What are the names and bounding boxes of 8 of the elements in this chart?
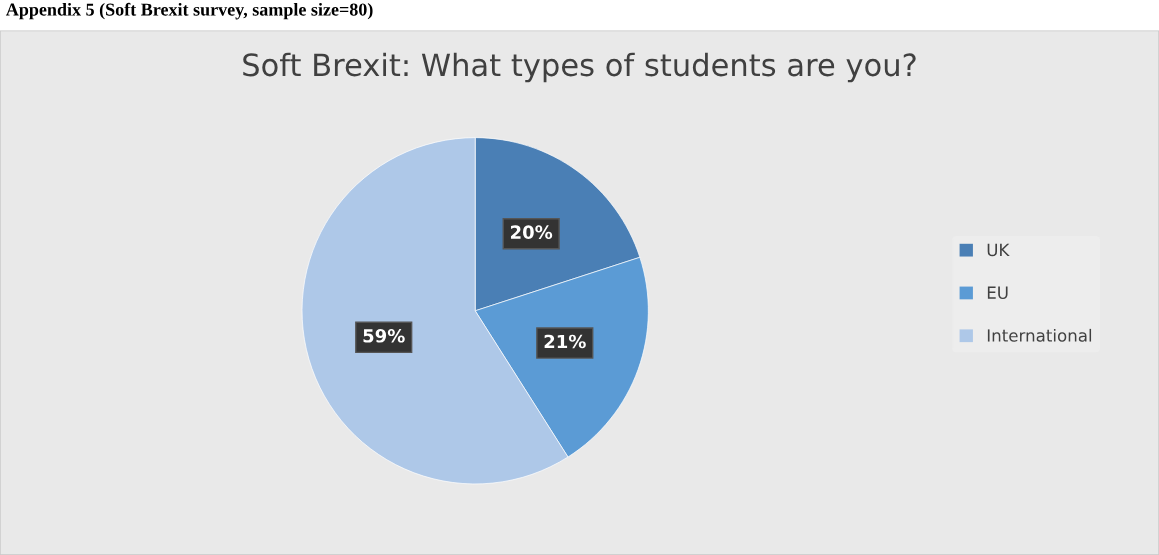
- data-label: 20%: [510, 225, 553, 239]
- data-label: 59%: [363, 328, 405, 343]
- text: Appendix 5 (Soft Brexit survey, sample size=80): [5, 2, 373, 20]
- legend-label: UK: [987, 243, 1010, 257]
- legend-label: EU: [987, 286, 1008, 299]
- legend-label: International: [987, 328, 1092, 342]
- data-label: 21%: [544, 334, 586, 349]
- chart-title: Soft Brexit: What types of students are you?: [243, 52, 916, 83]
